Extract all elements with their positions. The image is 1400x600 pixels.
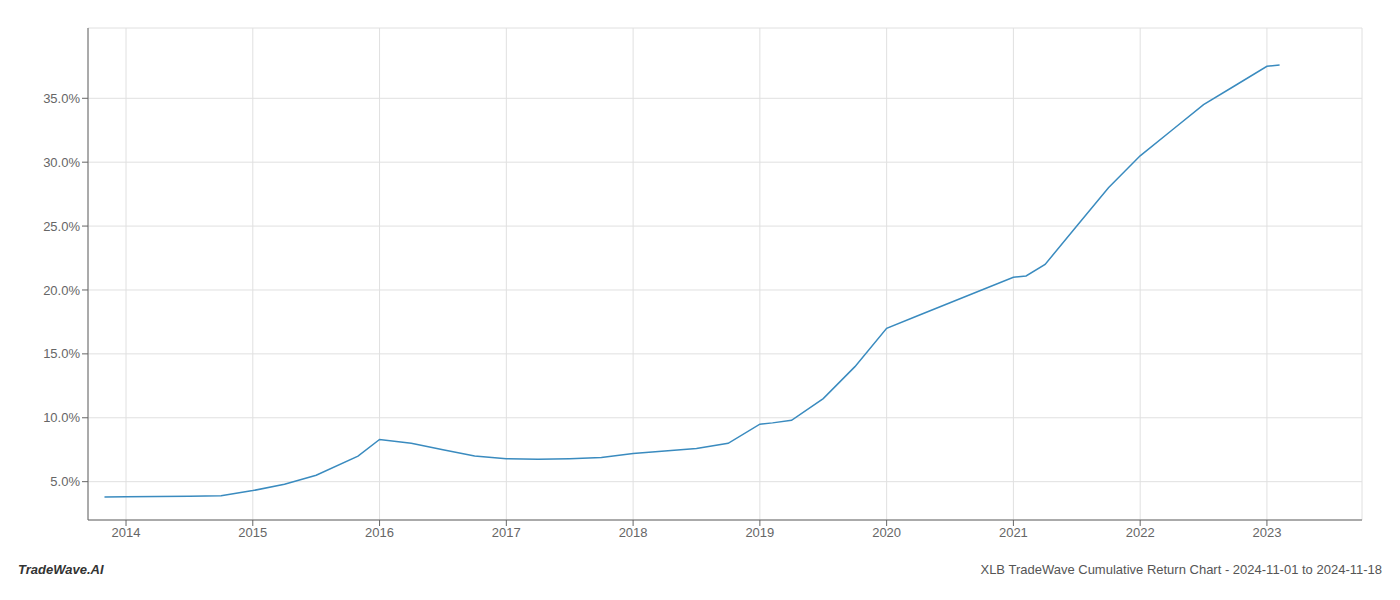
- svg-text:2022: 2022: [1126, 525, 1155, 540]
- svg-text:15.0%: 15.0%: [43, 346, 80, 361]
- svg-text:2020: 2020: [872, 525, 901, 540]
- svg-text:35.0%: 35.0%: [43, 91, 80, 106]
- svg-text:5.0%: 5.0%: [50, 474, 80, 489]
- svg-text:2021: 2021: [999, 525, 1028, 540]
- html-text:TradeWave.AI: TradeWave.AI: [18, 562, 104, 577]
- svg-text:30.0%: 30.0%: [43, 155, 80, 170]
- svg-text:2016: 2016: [365, 525, 394, 540]
- svg-text:2018: 2018: [619, 525, 648, 540]
- html-text:XLB TradeWave Cumulative Retur: XLB TradeWave Cumulative Return Chart - …: [980, 562, 1382, 577]
- svg-text:2019: 2019: [745, 525, 774, 540]
- svg-text:20.0%: 20.0%: [43, 283, 80, 298]
- svg-text:2015: 2015: [238, 525, 267, 540]
- svg-text:10.0%: 10.0%: [43, 410, 80, 425]
- svg-text:2023: 2023: [1252, 525, 1281, 540]
- svg-text:2014: 2014: [112, 525, 141, 540]
- svg-text:25.0%: 25.0%: [43, 219, 80, 234]
- svg-text:2017: 2017: [492, 525, 521, 540]
